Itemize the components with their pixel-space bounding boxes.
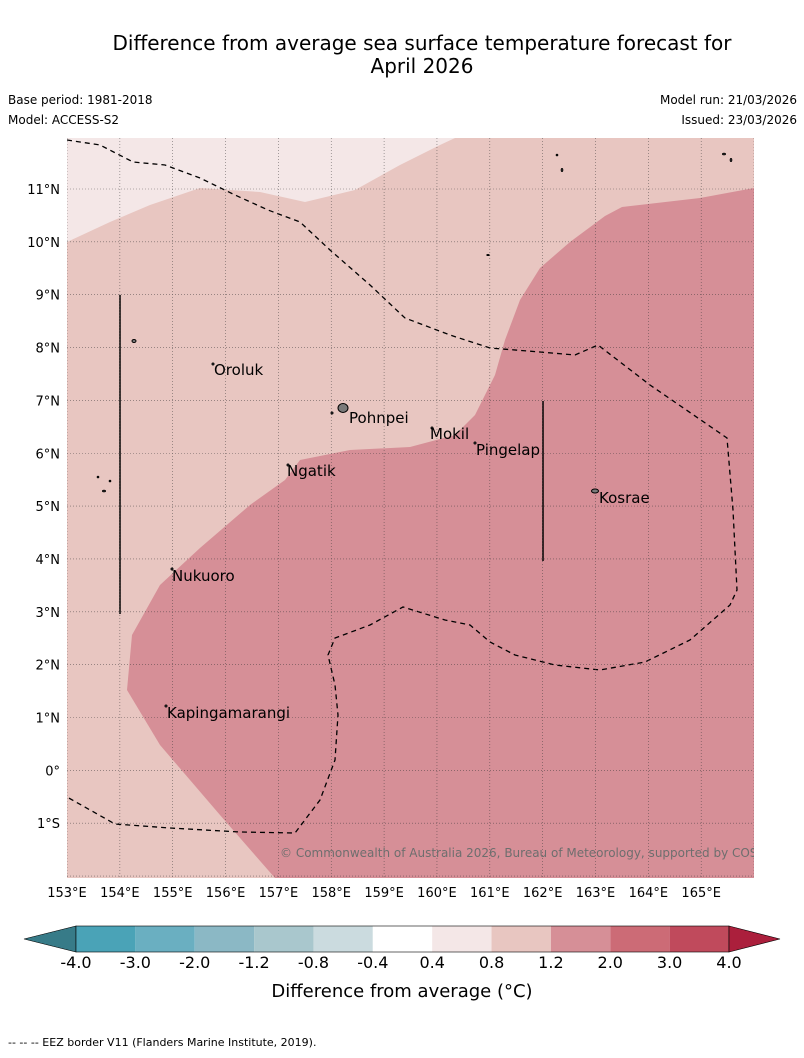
anomaly-zone-0.4-0.8 bbox=[67, 138, 455, 242]
colorbar-tick-label: 3.0 bbox=[657, 953, 682, 972]
copyright-notice: © Commonwealth of Australia 2026, Bureau… bbox=[280, 846, 785, 860]
kosrae-island bbox=[591, 488, 599, 494]
small-islet-6 bbox=[722, 152, 726, 156]
colorbar-tick-label: 1.2 bbox=[538, 953, 563, 972]
lon-label: 155°E bbox=[153, 886, 193, 901]
lat-label: 1°S bbox=[37, 817, 60, 832]
lon-label: 159°E bbox=[364, 886, 404, 901]
place-label-kapingamarangi: Kapingamarangi bbox=[167, 704, 290, 722]
small-island-west bbox=[131, 339, 137, 343]
colorbar-segment bbox=[550, 926, 611, 952]
place-labels: Oroluk Pohnpei Mokil Pingelap Ngatik Kos… bbox=[167, 361, 650, 722]
small-islet-1 bbox=[96, 475, 100, 479]
mokil-atoll bbox=[430, 426, 434, 430]
small-islet-3 bbox=[108, 479, 112, 483]
lat-label: 9°N bbox=[36, 289, 61, 304]
place-label-mokil: Mokil bbox=[430, 425, 469, 443]
colorbar-segment bbox=[372, 926, 433, 952]
ant-atoll bbox=[330, 411, 334, 415]
lat-label: 10°N bbox=[27, 236, 60, 251]
lon-label: 153°E bbox=[47, 886, 87, 901]
lat-label: 6°N bbox=[36, 447, 61, 462]
lat-label: 11°N bbox=[27, 183, 60, 198]
colorbar-extend-high bbox=[728, 925, 781, 953]
lat-label: 3°N bbox=[36, 606, 61, 621]
colorbar bbox=[23, 925, 781, 953]
lat-label: 0° bbox=[45, 764, 60, 779]
colorbar-title: Difference from average (°C) bbox=[271, 981, 532, 1002]
colorbar-tick-labels: -4.0 -3.0 -2.0 -1.2 -0.8 -0.4 0.4 0.8 1.2 2.0 3.0 4… bbox=[60, 953, 741, 972]
pohnpei-island bbox=[337, 403, 349, 413]
colorbar-tick-label: -2.0 bbox=[179, 953, 210, 972]
small-islet-8 bbox=[486, 254, 490, 256]
lat-label: 1°N bbox=[36, 712, 61, 727]
colorbar-segment bbox=[254, 926, 314, 952]
issued-date: Issued: 23/03/2026 bbox=[681, 113, 797, 127]
pingelap-atoll bbox=[473, 441, 477, 445]
place-label-kosrae: Kosrae bbox=[599, 489, 650, 507]
colorbar-tick-label: 2.0 bbox=[598, 953, 623, 972]
place-label-pohnpei: Pohnpei bbox=[349, 409, 409, 427]
lat-label: 4°N bbox=[36, 553, 61, 568]
islands bbox=[96, 152, 733, 708]
colorbar-tick-label: 0.4 bbox=[419, 953, 444, 972]
colorbar-tick-label: -0.4 bbox=[357, 953, 388, 972]
latitude-labels: 11°N 10°N 9°N 8°N 7°N 6°N 5°N 4°N 3°N 2°N 1°N 0° 1°S bbox=[27, 183, 60, 832]
colorbar-tick-label: -0.8 bbox=[298, 953, 329, 972]
colorbar-segment bbox=[432, 926, 492, 952]
lon-label: 163°E bbox=[576, 886, 616, 901]
place-label-oroluk: Oroluk bbox=[214, 361, 263, 379]
chart-title: Difference from average sea surface temp… bbox=[0, 32, 804, 78]
lon-label: 158°E bbox=[311, 886, 351, 901]
colorbar-segment bbox=[76, 926, 136, 952]
small-islet-4 bbox=[555, 153, 559, 157]
colorbar-segment bbox=[313, 926, 373, 952]
colorbar-segment bbox=[491, 926, 551, 952]
small-islet-7 bbox=[729, 158, 733, 162]
lon-label: 157°E bbox=[259, 886, 299, 901]
lat-label: 2°N bbox=[36, 659, 61, 674]
place-label-pingelap: Pingelap bbox=[476, 441, 540, 459]
map-area: Oroluk Pohnpei Mokil Pingelap Ngatik Kos… bbox=[67, 138, 785, 878]
ngatik-atoll bbox=[286, 463, 290, 467]
small-islet-2 bbox=[102, 489, 106, 493]
place-label-nukuoro: Nukuoro bbox=[172, 567, 235, 585]
lon-label: 161°E bbox=[470, 886, 510, 901]
lat-label: 5°N bbox=[36, 500, 61, 515]
lon-label: 154°E bbox=[100, 886, 140, 901]
lat-label: 8°N bbox=[36, 342, 61, 357]
colorbar-tick-label: -3.0 bbox=[120, 953, 151, 972]
colorbar-segment bbox=[194, 926, 255, 952]
colorbar-tick-label: 4.0 bbox=[716, 953, 741, 972]
title-line-1: Difference from average sea surface temp… bbox=[112, 31, 732, 55]
oroluk-atoll bbox=[211, 362, 215, 366]
colorbar-segment bbox=[135, 926, 195, 952]
colorbar-tick-label: -1.2 bbox=[238, 953, 269, 972]
base-period: Base period: 1981-2018 bbox=[8, 93, 153, 107]
lon-label: 160°E bbox=[417, 886, 457, 901]
lat-label: 7°N bbox=[36, 394, 61, 409]
nukuoro-atoll bbox=[170, 567, 174, 571]
title-line-2: April 2026 bbox=[370, 54, 474, 78]
model-name: Model: ACCESS-S2 bbox=[8, 113, 120, 127]
longitude-labels: 153°E 154°E 155°E 156°E 157°E 158°E 159°E 160°E… bbox=[47, 886, 721, 901]
lon-label: 162°E bbox=[523, 886, 563, 901]
colorbar-segment bbox=[669, 926, 729, 952]
lon-label: 156°E bbox=[206, 886, 246, 901]
colorbar-segment bbox=[610, 926, 670, 952]
lon-label: 164°E bbox=[629, 886, 669, 901]
colorbar-tick-label: -4.0 bbox=[60, 953, 91, 972]
anomaly-zone-1.2-2.0 bbox=[127, 188, 754, 878]
kapingamarangi-atoll bbox=[164, 704, 168, 708]
eez-borders bbox=[67, 139, 738, 834]
colorbar-tick-label: 0.8 bbox=[479, 953, 504, 972]
small-islet-5 bbox=[560, 168, 564, 172]
eez-legend-footer: -- -- -- EEZ border V11 (Flanders Marine… bbox=[8, 1036, 317, 1049]
gridlines bbox=[67, 138, 754, 878]
place-label-ngatik: Ngatik bbox=[287, 462, 336, 480]
colorbar-extend-low bbox=[23, 925, 77, 953]
lon-label: 165°E bbox=[681, 886, 721, 901]
model-run: Model run: 21/03/2026 bbox=[659, 93, 797, 107]
